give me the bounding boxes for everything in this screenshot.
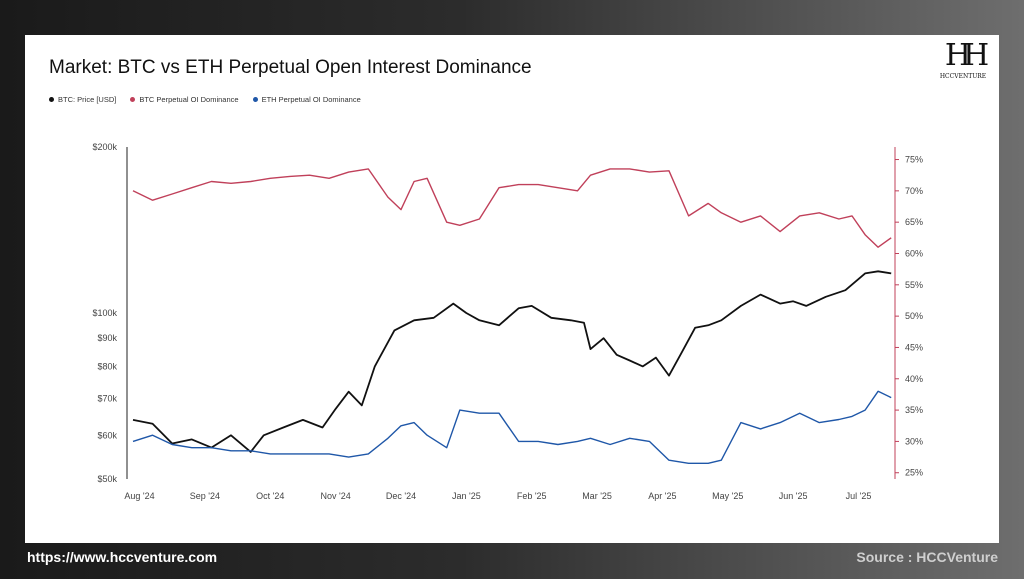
left-tick-label: $90k [97,333,117,343]
legend-item-eth-oi[interactable]: ETH Perpetual OI Dominance [252,95,361,104]
legend-dot-icon [49,97,54,102]
legend-dot-icon [252,97,258,102]
legend-item-btc-oi[interactable]: BTC Perpetual OI Dominance [130,95,239,104]
legend-label: BTC: Price [USD] [58,95,117,104]
left-tick-label: $200k [92,142,117,152]
x-tick-label: Jan '25 [452,491,481,501]
x-tick-label: Mar '25 [582,491,612,501]
legend-label: BTC Perpetual OI Dominance [139,95,239,104]
x-tick-label: Feb '25 [517,491,547,501]
left-tick-label: $70k [97,393,117,403]
left-tick-label: $80k [97,361,117,371]
right-tick-label: 70% [905,186,923,196]
x-tick-label: Jul '25 [846,491,872,501]
right-tick-label: 35% [905,405,923,415]
right-tick-label: 75% [905,155,923,165]
right-tick-label: 55% [905,280,923,290]
right-tick-label: 60% [905,248,923,258]
logo-mark-icon: HH [944,38,989,73]
chart-plot: $200k $100k $90k $80k $70k $60k $50k 75% 70% 65% 6… [92,142,923,501]
right-tick-label: 30% [905,436,923,446]
right-tick-label: 25% [905,468,923,478]
footer-source: Source : HCCVenture [856,549,998,565]
logo-text: HCCVENTURE [939,73,987,80]
x-tick-label: Oct '24 [256,491,284,501]
legend: BTC: Price [USD] BTC Perpetual OI Domina… [49,95,361,104]
left-tick-label: $50k [97,474,117,484]
series-line-btc-perpetual-oi-dominance [132,168,892,248]
series-line-btc-price-usd [132,270,892,453]
chart-title: Market: BTC vs ETH Perpetual Open Intere… [49,57,532,78]
x-tick-label: Aug '24 [124,491,154,501]
right-tick-label: 40% [905,374,923,384]
x-tick-label: Nov '24 [321,491,351,501]
left-tick-label: $60k [97,430,117,440]
legend-item-btc-price[interactable]: BTC: Price [USD] [49,95,116,104]
left-tick-label: $100k [92,308,117,318]
x-tick-label: Jun '25 [779,491,808,501]
series-line-eth-perpetual-oi-dominance [132,390,892,464]
right-tick-label: 65% [905,217,923,227]
x-tick-label: Apr '25 [648,491,676,501]
logo: HH HCCVENTURE [937,41,989,87]
right-tick-label: 50% [905,311,923,321]
x-tick-label: May '25 [712,491,743,501]
x-tick-label: Sep '24 [190,491,220,501]
right-tick-label: 45% [905,342,923,352]
chart-card: Market: BTC vs ETH Perpetual Open Intere… [25,35,999,543]
footer-url[interactable]: https://www.hccventure.com [27,549,218,565]
legend-label: ETH Perpetual OI Dominance [261,95,361,104]
legend-dot-icon [130,97,136,102]
x-tick-label: Dec '24 [386,491,416,501]
